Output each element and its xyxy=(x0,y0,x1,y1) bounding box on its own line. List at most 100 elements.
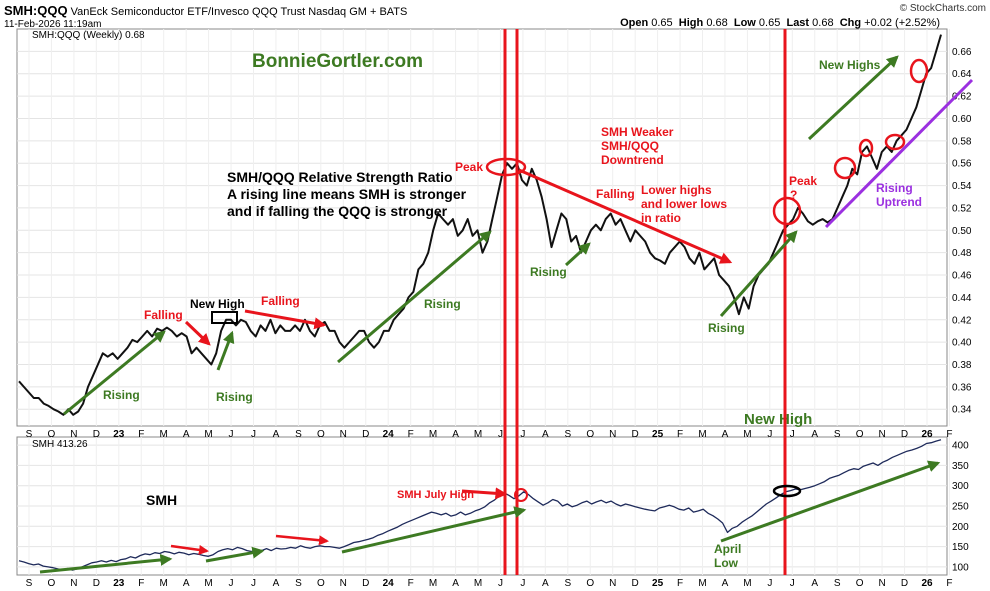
smh-x-tick-label: J xyxy=(520,578,525,589)
arrow-smh-4 xyxy=(720,460,941,543)
smh-y-tick-label: 200 xyxy=(952,522,969,533)
label-smh-july-high: SMH July High xyxy=(397,489,474,501)
last-label: Last xyxy=(786,17,810,29)
new-high-box xyxy=(211,311,238,324)
smh-x-tick-label: J xyxy=(790,578,795,589)
ratio-x-tick-label: J xyxy=(229,429,234,440)
ratio-x-tick-label: S xyxy=(295,429,302,440)
arrow-rising-5 xyxy=(719,230,798,317)
ratio-x-tick-label: D xyxy=(362,429,369,440)
smh-x-tick-label: S xyxy=(295,578,302,589)
ratio-x-tick-label: A xyxy=(811,429,818,440)
smh-x-tick-label: D xyxy=(632,578,639,589)
label-rising-4: Rising xyxy=(530,265,567,279)
smh-y-tick-label: 100 xyxy=(952,562,969,573)
arrow-rising-4 xyxy=(564,242,591,267)
label-peak: Peak xyxy=(455,160,483,174)
ratio-x-tick-label: M xyxy=(698,429,706,440)
peak-circle xyxy=(485,157,527,177)
smh-x-tick-label: J xyxy=(767,578,772,589)
smh-legend: SMH 413.26 xyxy=(32,439,88,450)
ratio-x-tick-label: F xyxy=(677,429,683,440)
ratio-x-tick-label: J xyxy=(251,429,256,440)
ratio-x-tick-label: M xyxy=(429,429,437,440)
ratio-x-tick-label: O xyxy=(317,429,325,440)
new-high-circle-3 xyxy=(884,133,906,151)
smh-y-tick-label: 350 xyxy=(952,461,969,472)
ratio-x-tick-label: 26 xyxy=(921,429,933,440)
smh-x-tick-label: O xyxy=(856,578,864,589)
ratio-x-tick-label: A xyxy=(183,429,190,440)
smh-x-tick-label: M xyxy=(204,578,212,589)
ratio-x-tick-label: F xyxy=(946,429,952,440)
ratio-panel-frame xyxy=(16,28,948,427)
smh-x-tick-label: D xyxy=(93,578,100,589)
label-new-high-bottom: New High xyxy=(744,411,812,428)
label-april-low-1: April xyxy=(714,542,741,556)
smh-x-tick-label: F xyxy=(677,578,683,589)
label-falling-3: Falling xyxy=(596,187,635,201)
smh-x-tick-label: N xyxy=(609,578,616,589)
ratio-description-2: A rising line means SMH is stronger xyxy=(227,186,467,202)
arrow-rising-2 xyxy=(216,330,235,371)
ratio-x-tick-label: 25 xyxy=(652,429,664,440)
high-label: High xyxy=(678,17,704,29)
ratio-x-tick-label: M xyxy=(474,429,482,440)
ratio-description-3: and if falling the QQQ is stronger xyxy=(227,203,448,219)
arrow-rising-1 xyxy=(63,330,166,416)
new-high-circle-2 xyxy=(858,138,874,158)
ratio-x-tick-label: F xyxy=(408,429,414,440)
arrow-smh-3 xyxy=(341,506,527,554)
arrow-new-highs xyxy=(807,55,899,141)
label-rising-uptrend-2: Uptrend xyxy=(876,195,922,209)
ratio-x-tick-label: D xyxy=(901,429,908,440)
open-label: Open xyxy=(620,17,649,29)
smh-x-tick-label: A xyxy=(722,578,729,589)
ratio-x-tick-label: 24 xyxy=(383,429,395,440)
label-smh-title: SMH xyxy=(146,492,177,508)
new-high-circle-1 xyxy=(833,156,857,180)
ratio-y-tick-label: 0.58 xyxy=(952,136,972,147)
smh-x-tick-label: M xyxy=(160,578,168,589)
smh-new-high-ellipse xyxy=(772,484,802,498)
ohlc-readout: Open 0.65 High 0.68 Low 0.65 Last 0.68 C… xyxy=(620,17,940,29)
smh-x-tick-label: A xyxy=(542,578,549,589)
ratio-x-tick-label: A xyxy=(722,429,729,440)
label-smh-weaker-3: Downtrend xyxy=(601,153,664,167)
ratio-x-tick-label: A xyxy=(273,429,280,440)
ratio-x-tick-label: D xyxy=(93,429,100,440)
smh-series-line xyxy=(18,439,942,571)
ratio-x-tick-label: M xyxy=(743,429,751,440)
arrow-falling-2 xyxy=(244,309,327,330)
label-smh-weaker-1: SMH Weaker xyxy=(601,125,674,139)
chart-header: SMH:QQQ VanEck Semiconductor ETF/Invesco… xyxy=(4,3,407,18)
smh-x-tick-label: M xyxy=(743,578,751,589)
ratio-y-tick-label: 0.60 xyxy=(952,114,972,125)
label-new-high-1: New High xyxy=(190,297,245,311)
ratio-y-tick-label: 0.54 xyxy=(952,181,972,192)
smh-x-tick-label: M xyxy=(474,578,482,589)
smh-x-tick-label: J xyxy=(229,578,234,589)
smh-x-tick-label: O xyxy=(48,578,56,589)
ratio-x-tick-label: S xyxy=(834,429,841,440)
label-new-highs: New Highs xyxy=(819,58,881,72)
ratio-x-tick-label: N xyxy=(340,429,347,440)
ratio-y-tick-label: 0.40 xyxy=(952,338,972,349)
peak-question-circle xyxy=(772,196,802,226)
label-falling-2: Falling xyxy=(261,294,300,308)
ratio-x-tick-label: N xyxy=(609,429,616,440)
ratio-x-tick-label: J xyxy=(520,429,525,440)
ratio-x-tick-label: S xyxy=(26,429,33,440)
open-value: 0.65 xyxy=(651,17,673,29)
smh-x-tick-label: S xyxy=(26,578,33,589)
ratio-x-tick-label: A xyxy=(452,429,459,440)
ratio-x-tick-label: A xyxy=(542,429,549,440)
smh-x-tick-label: D xyxy=(901,578,908,589)
smh-july-high-circle xyxy=(514,488,528,502)
ratio-x-tick-label: D xyxy=(632,429,639,440)
uptrend-line xyxy=(824,78,974,229)
label-rising-3: Rising xyxy=(424,297,461,311)
ratio-y-tick-label: 0.66 xyxy=(952,47,972,58)
smh-x-tick-label: 25 xyxy=(652,578,664,589)
